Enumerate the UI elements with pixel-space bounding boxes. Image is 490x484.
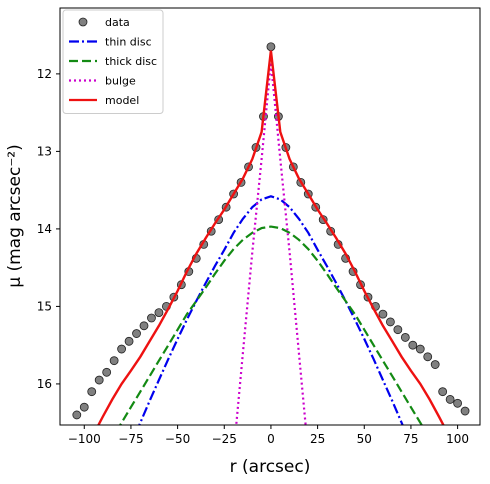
x-tick-label: 25 bbox=[310, 432, 325, 446]
data-point bbox=[393, 325, 403, 335]
data-point bbox=[438, 387, 448, 397]
model-line bbox=[138, 195, 404, 425]
model-line bbox=[235, 62, 307, 425]
x-tick-label: 50 bbox=[357, 432, 372, 446]
legend-box bbox=[62, 9, 164, 114]
data-point bbox=[266, 42, 276, 52]
y-tick-label: 15 bbox=[37, 299, 52, 313]
x-tick-label: −75 bbox=[118, 432, 143, 446]
x-tick-label: 0 bbox=[267, 432, 275, 446]
y-tick-label: 14 bbox=[37, 222, 52, 236]
data-point bbox=[79, 402, 89, 412]
data-point bbox=[132, 329, 141, 338]
legend-label: thick disc bbox=[105, 55, 157, 68]
x-tick-label: −100 bbox=[68, 432, 101, 446]
data-point bbox=[385, 317, 395, 327]
y-tick-label: 16 bbox=[37, 377, 52, 391]
data-point bbox=[445, 395, 455, 404]
legend-label: model bbox=[105, 94, 139, 107]
data-point bbox=[102, 367, 112, 377]
data-point bbox=[154, 308, 164, 318]
x-tick-label: −25 bbox=[212, 432, 237, 446]
legend-label: bulge bbox=[105, 75, 136, 88]
data-point bbox=[147, 313, 156, 323]
legend-marker bbox=[78, 17, 88, 27]
data-point bbox=[124, 336, 134, 346]
model-line bbox=[97, 50, 445, 425]
data-point bbox=[415, 344, 425, 354]
data-point bbox=[423, 352, 433, 362]
data-point bbox=[460, 406, 470, 416]
x-tick-label: 75 bbox=[403, 432, 418, 446]
plot-area bbox=[72, 42, 470, 425]
data-point bbox=[453, 398, 463, 408]
data-point bbox=[87, 387, 97, 397]
data-point bbox=[400, 333, 410, 342]
data-point bbox=[94, 375, 104, 385]
data-point bbox=[408, 340, 418, 350]
data-point bbox=[117, 344, 126, 354]
data-point bbox=[139, 321, 149, 331]
legend-label: thin disc bbox=[105, 36, 152, 49]
y-tick-label: 13 bbox=[37, 144, 52, 158]
x-tick-label: 100 bbox=[446, 432, 469, 446]
data-point bbox=[378, 309, 388, 319]
x-axis-label: r (arcsec) bbox=[230, 457, 311, 477]
y-axis-label: μ (mag arcsec⁻²) bbox=[5, 144, 25, 288]
data-point bbox=[109, 356, 119, 366]
plot-frame bbox=[59, 7, 481, 426]
legend-label: data bbox=[105, 16, 130, 29]
y-tick-label: 12 bbox=[37, 67, 52, 81]
x-tick-label: −50 bbox=[165, 432, 190, 446]
model-line bbox=[118, 225, 423, 425]
data-point bbox=[72, 410, 82, 420]
data-point bbox=[430, 360, 440, 369]
